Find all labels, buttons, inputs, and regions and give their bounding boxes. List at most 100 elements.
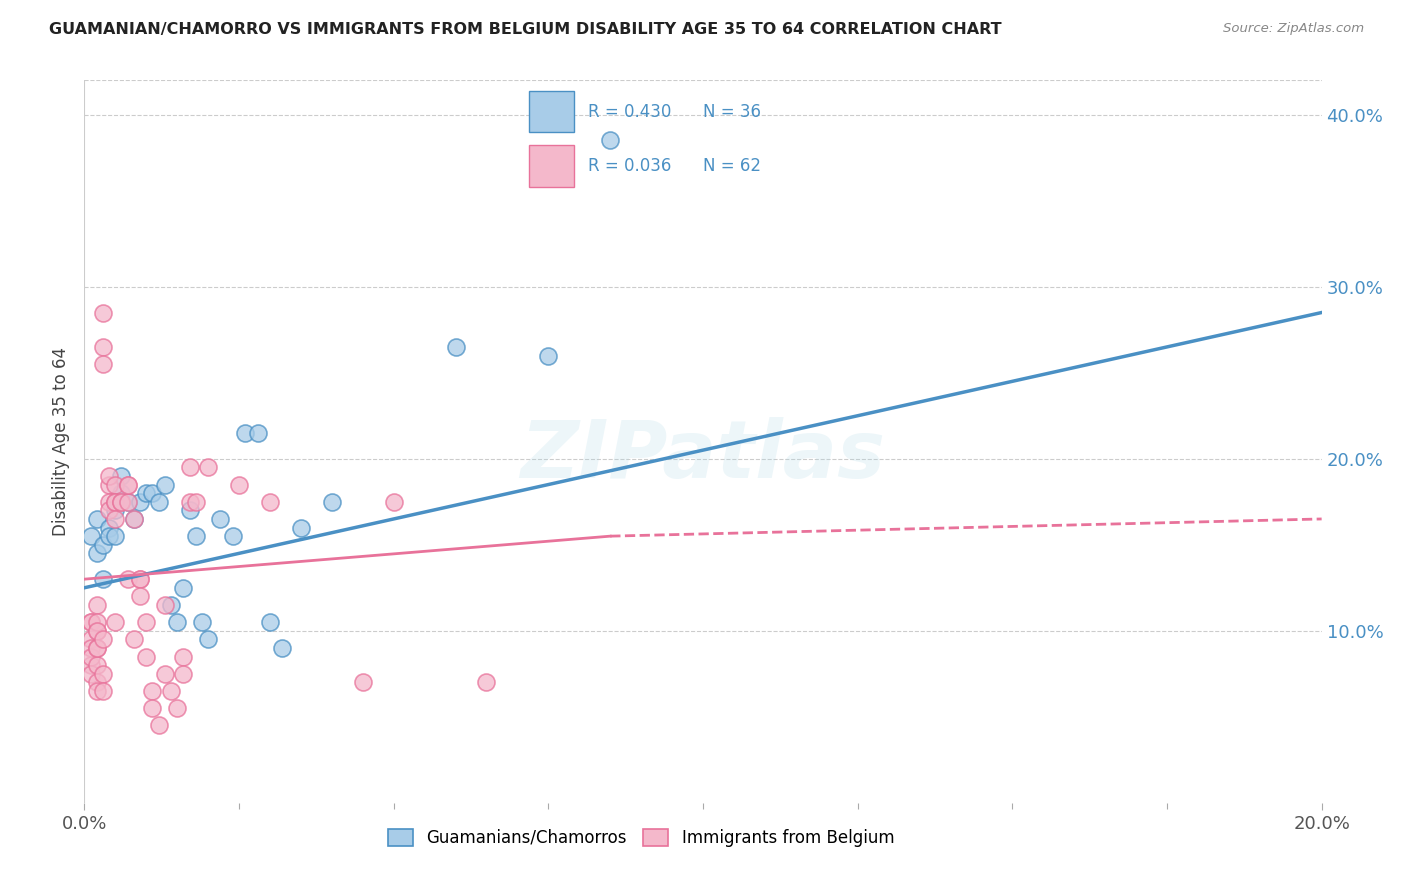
Point xyxy=(98,520,121,534)
Point xyxy=(117,494,139,508)
Point xyxy=(172,666,194,681)
Point xyxy=(191,615,214,630)
Text: N = 62: N = 62 xyxy=(703,157,761,175)
Point xyxy=(91,684,114,698)
Point xyxy=(79,615,101,630)
Point xyxy=(259,615,281,630)
Point xyxy=(153,598,176,612)
Text: GUAMANIAN/CHAMORRO VS IMMIGRANTS FROM BELGIUM DISABILITY AGE 35 TO 64 CORRELATIO: GUAMANIAN/CHAMORRO VS IMMIGRANTS FROM BE… xyxy=(49,22,1002,37)
Point xyxy=(79,529,101,543)
Point xyxy=(122,512,145,526)
Point xyxy=(228,477,250,491)
Point xyxy=(104,494,127,508)
Point xyxy=(259,494,281,508)
Point xyxy=(444,340,467,354)
Point xyxy=(86,512,108,526)
Point xyxy=(104,512,127,526)
Point xyxy=(129,572,152,586)
Point xyxy=(79,615,101,630)
Text: N = 36: N = 36 xyxy=(703,103,761,120)
Point xyxy=(104,529,127,543)
Point xyxy=(110,494,132,508)
Point xyxy=(91,572,114,586)
Point xyxy=(110,486,132,500)
Point xyxy=(91,340,114,354)
Point xyxy=(166,701,188,715)
Point xyxy=(141,684,163,698)
Point xyxy=(117,494,139,508)
Point xyxy=(172,581,194,595)
Point xyxy=(129,572,152,586)
Point xyxy=(184,529,207,543)
Point xyxy=(104,615,127,630)
Point xyxy=(179,503,201,517)
Point xyxy=(86,624,108,638)
Point xyxy=(98,494,121,508)
Text: R = 0.430: R = 0.430 xyxy=(588,103,671,120)
Point xyxy=(209,512,232,526)
Point xyxy=(110,469,132,483)
FancyBboxPatch shape xyxy=(529,145,574,187)
Point xyxy=(79,666,101,681)
Text: ZIPatlas: ZIPatlas xyxy=(520,417,886,495)
Y-axis label: Disability Age 35 to 64: Disability Age 35 to 64 xyxy=(52,347,70,536)
Point xyxy=(382,494,405,508)
Point xyxy=(86,684,108,698)
Point xyxy=(79,658,101,673)
Point xyxy=(160,598,183,612)
Point xyxy=(197,460,219,475)
Point xyxy=(122,512,145,526)
Point xyxy=(86,624,108,638)
Point xyxy=(91,357,114,371)
Point xyxy=(98,477,121,491)
Point xyxy=(141,701,163,715)
Point xyxy=(475,675,498,690)
Point xyxy=(222,529,245,543)
Point xyxy=(179,494,201,508)
Point xyxy=(135,486,157,500)
Point xyxy=(98,469,121,483)
Point xyxy=(86,675,108,690)
Point xyxy=(104,503,127,517)
Point xyxy=(153,477,176,491)
Point xyxy=(86,615,108,630)
Point xyxy=(117,572,139,586)
Text: Source: ZipAtlas.com: Source: ZipAtlas.com xyxy=(1223,22,1364,36)
Point xyxy=(599,133,621,147)
Point xyxy=(166,615,188,630)
Legend: Guamanians/Chamorros, Immigrants from Belgium: Guamanians/Chamorros, Immigrants from Be… xyxy=(381,822,901,854)
Point xyxy=(160,684,183,698)
FancyBboxPatch shape xyxy=(529,91,574,132)
Point xyxy=(86,640,108,655)
Point xyxy=(129,494,152,508)
Point xyxy=(79,640,101,655)
Point xyxy=(537,349,560,363)
Point xyxy=(122,632,145,647)
Point xyxy=(321,494,343,508)
Point xyxy=(148,494,170,508)
Point xyxy=(117,477,139,491)
Point xyxy=(246,425,269,440)
Point xyxy=(153,666,176,681)
Text: R = 0.036: R = 0.036 xyxy=(588,157,671,175)
Point xyxy=(233,425,256,440)
Point xyxy=(98,503,121,517)
Point xyxy=(135,649,157,664)
Point xyxy=(117,477,139,491)
Point xyxy=(79,632,101,647)
Point xyxy=(91,305,114,319)
Point xyxy=(184,494,207,508)
Point xyxy=(91,666,114,681)
Point xyxy=(98,529,121,543)
Point xyxy=(179,460,201,475)
Point xyxy=(86,658,108,673)
Point xyxy=(104,477,127,491)
Point xyxy=(148,718,170,732)
Point xyxy=(86,640,108,655)
Point xyxy=(91,632,114,647)
Point xyxy=(86,546,108,560)
Point xyxy=(197,632,219,647)
Point xyxy=(271,640,294,655)
Point xyxy=(129,590,152,604)
Point xyxy=(91,538,114,552)
